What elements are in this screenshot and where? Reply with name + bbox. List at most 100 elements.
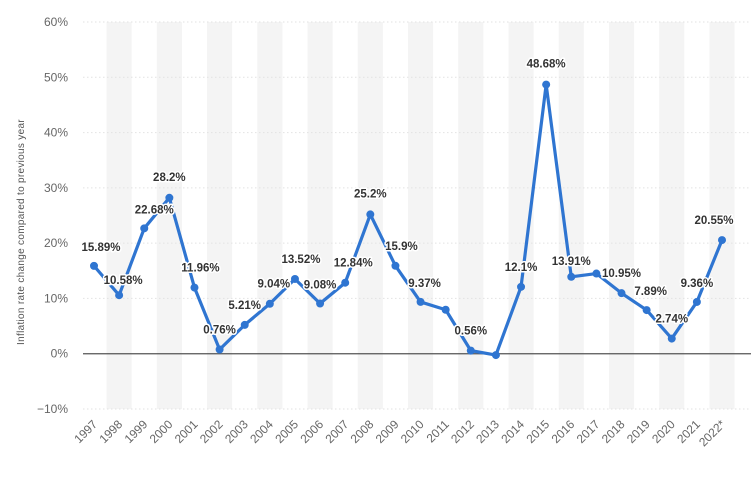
y-tick-label: 10% <box>44 291 68 305</box>
x-tick-label: 2014 <box>498 417 527 446</box>
y-tick-label: 50% <box>44 70 68 84</box>
x-tick-label: 2009 <box>373 417 402 446</box>
data-label: 7.89% <box>634 286 667 298</box>
year-band <box>207 22 233 409</box>
data-label: 28.2% <box>153 172 186 184</box>
data-point[interactable] <box>567 272 576 281</box>
x-tick-label: 2005 <box>272 417 301 446</box>
data-point[interactable] <box>542 80 551 89</box>
data-label: 10.95% <box>602 268 641 280</box>
data-point[interactable] <box>215 345 224 354</box>
year-band <box>257 22 283 409</box>
data-point[interactable] <box>692 297 701 306</box>
alternating-year-bands <box>106 22 735 409</box>
data-point[interactable] <box>115 291 124 300</box>
series-line <box>92 82 724 357</box>
x-tick-label: 1999 <box>122 417 151 446</box>
data-label: 12.84% <box>334 258 373 270</box>
data-point[interactable] <box>265 299 274 308</box>
data-point[interactable] <box>466 346 475 355</box>
y-axis-tick-labels: −10% 0% 10% 20% 30% 40% 50% 60% <box>37 15 68 416</box>
y-tick-label: 20% <box>44 236 68 250</box>
x-tick-label: 2016 <box>549 417 578 446</box>
data-label: 9.36% <box>681 278 714 290</box>
x-tick-label: 1997 <box>71 417 100 446</box>
data-point[interactable] <box>90 261 98 270</box>
year-band <box>608 22 635 409</box>
data-label: 13.52% <box>281 254 320 266</box>
y-tick-label: 30% <box>44 181 68 195</box>
data-point[interactable] <box>517 282 526 291</box>
data-point[interactable] <box>491 351 500 360</box>
x-tick-label: 2013 <box>473 417 502 446</box>
horizontal-gridlines <box>83 21 751 410</box>
year-band <box>659 22 685 409</box>
year-band <box>106 22 132 409</box>
data-label: 0.56% <box>454 326 487 338</box>
data-label: 2.74% <box>655 314 688 326</box>
data-label: 9.37% <box>408 278 441 290</box>
data-label: 10.58% <box>104 275 143 287</box>
data-point[interactable] <box>592 269 601 278</box>
data-label: 15.89% <box>81 242 120 254</box>
data-label: 11.96% <box>181 263 219 275</box>
y-tick-label: 40% <box>44 126 68 140</box>
series-line-group <box>92 82 724 357</box>
data-point[interactable] <box>416 297 425 306</box>
year-band <box>458 22 484 409</box>
x-tick-label: 2002 <box>197 417 226 446</box>
data-point[interactable] <box>165 193 174 202</box>
x-tick-label: 2012 <box>448 417 477 446</box>
year-band <box>408 22 434 409</box>
x-tick-label: 2020 <box>649 417 678 446</box>
x-axis-tick-labels: 1997199819992000200120022003200420052006… <box>71 417 728 449</box>
year-band <box>156 22 182 409</box>
year-band <box>307 22 333 409</box>
series-points <box>90 80 726 360</box>
y-tick-label: 60% <box>44 15 68 29</box>
data-label: 9.04% <box>258 279 291 291</box>
x-tick-label: 2011 <box>424 417 452 445</box>
x-tick-label: 2010 <box>398 417 427 446</box>
x-tick-label: 2017 <box>574 417 603 446</box>
data-label: 20.55% <box>694 215 733 227</box>
data-label: 25.2% <box>354 188 387 200</box>
data-label: 9.08% <box>304 280 337 292</box>
data-point[interactable] <box>316 299 325 308</box>
data-label: 13.91% <box>552 256 591 268</box>
y-tick-label: 0% <box>51 347 69 361</box>
data-point[interactable] <box>617 289 626 298</box>
y-tick-label: −10% <box>37 402 68 416</box>
x-tick-label: 2003 <box>222 417 251 446</box>
data-labels: 15.89% 10.58% 22.68% 28.2% 11.96% 0.76% 5.21% 9… <box>80 57 735 339</box>
data-point[interactable] <box>240 320 249 329</box>
x-tick-label: 2019 <box>624 417 653 446</box>
data-point[interactable] <box>366 210 375 219</box>
data-label: 12.1% <box>505 262 538 274</box>
data-label: 15.9% <box>385 241 418 253</box>
data-label: 48.68% <box>527 59 566 71</box>
x-tick-label: 2022* <box>696 417 728 449</box>
data-point[interactable] <box>718 236 726 245</box>
data-label: 0.76% <box>203 325 236 337</box>
data-point[interactable] <box>391 261 400 270</box>
x-tick-label: 2007 <box>323 417 352 446</box>
data-label: 22.68% <box>135 204 174 216</box>
data-label: 5.21% <box>228 300 261 312</box>
x-tick-label: 2004 <box>247 417 276 446</box>
data-point[interactable] <box>290 274 299 283</box>
x-tick-label: 2006 <box>297 417 326 446</box>
data-point[interactable] <box>190 283 199 292</box>
x-tick-label: 1998 <box>96 417 125 446</box>
x-tick-label: 2000 <box>147 417 176 446</box>
x-tick-label: 2018 <box>599 417 628 446</box>
data-point[interactable] <box>341 278 350 287</box>
data-point[interactable] <box>642 306 651 315</box>
x-tick-label: 2015 <box>523 417 552 446</box>
data-point[interactable] <box>140 224 149 233</box>
data-point[interactable] <box>441 305 450 314</box>
year-band <box>709 22 735 409</box>
data-point[interactable] <box>667 334 676 343</box>
x-tick-label: 2008 <box>348 417 377 446</box>
